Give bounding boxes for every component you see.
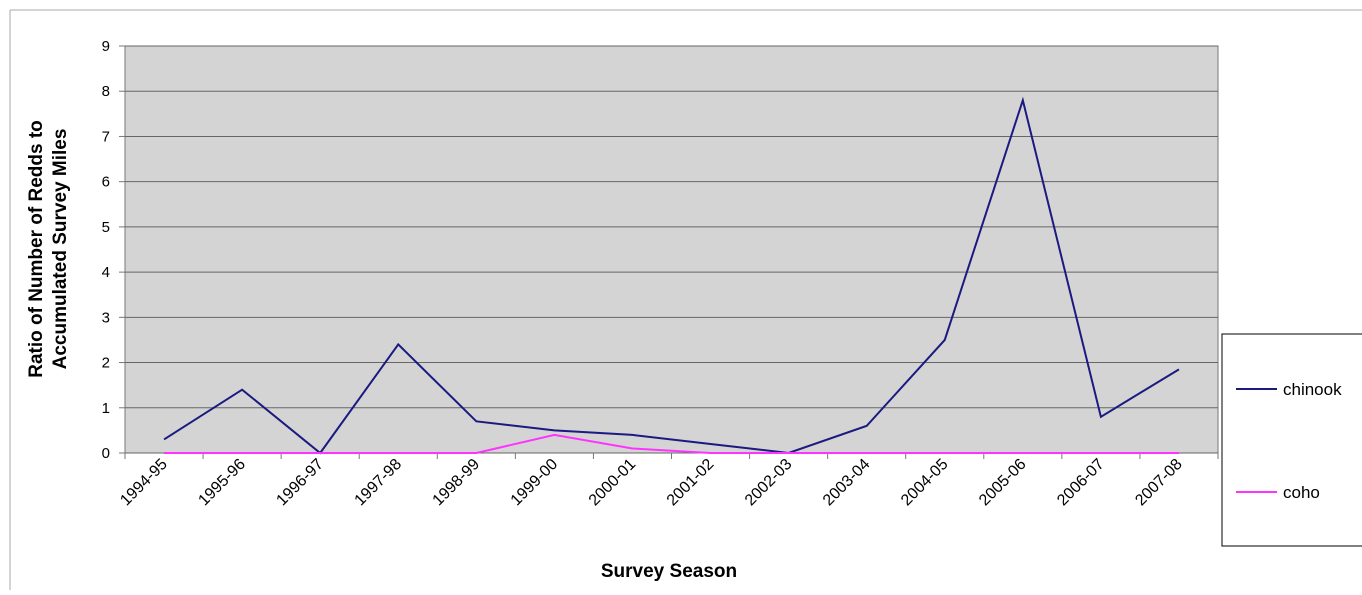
x-tick-label: 1996-97 [273,456,327,510]
y-tick-label: 4 [102,264,110,281]
x-tick-label: 1999-00 [508,456,562,510]
x-tick-label: 2005-06 [976,456,1030,510]
x-tick-label: 2000-01 [586,456,640,510]
x-axis-title: Survey Season [601,561,737,582]
x-tick-label: 1998-99 [430,456,484,510]
y-tick-label: 2 [102,355,110,372]
y-tick-label: 9 [102,38,110,55]
plot-area [124,45,1219,454]
y-axis-title: Accumulated Survey Miles [50,129,71,370]
y-tick-label: 8 [102,83,110,100]
y-tick-label: 0 [102,445,110,462]
series-line [163,96,1180,455]
y-tick-label: 3 [102,309,110,326]
x-tick-label: 2001-02 [664,456,718,510]
y-tick-label: 5 [102,219,110,236]
y-tick-label: 1 [102,400,110,417]
y-tick-label: 7 [102,128,110,145]
x-tick-label: 1994-95 [117,456,171,510]
y-tick-label: 6 [102,174,110,191]
x-tick-label: 2006-07 [1054,456,1108,510]
x-tick-label: 2004-05 [898,456,952,510]
y-axis-title: Ratio of Number of Redds to [26,120,47,378]
x-tick-label: 1995-96 [195,456,249,510]
legend-label: coho [1283,483,1320,502]
legend [1221,333,1362,547]
x-tick-label: 2007-08 [1132,456,1186,510]
legend-label: chinook [1283,380,1342,399]
x-tick-label: 2002-03 [742,456,796,510]
x-tick-label: 1997-98 [352,456,406,510]
series-line [164,433,1179,454]
x-tick-label: 2003-04 [820,456,874,510]
